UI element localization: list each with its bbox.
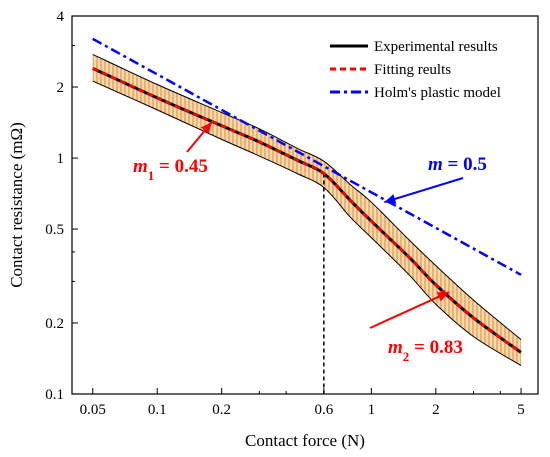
y-axis-label: Contact resistance (mΩ): [7, 122, 26, 288]
annotation-text: m = 0.5: [428, 154, 487, 175]
x-tick-label: 1: [368, 402, 376, 418]
legend-label-fitting: Fitting reults: [374, 62, 451, 78]
y-tick-label: 4: [57, 9, 65, 25]
x-tick-label: 0.1: [148, 402, 167, 418]
x-tick-label: 2: [432, 402, 440, 418]
band-lower-edge: [92, 80, 522, 366]
x-tick-label: 0.6: [314, 402, 333, 418]
annotation-slope-0: m1 = 0.45: [133, 121, 213, 183]
y-tick-label: 0.1: [45, 387, 64, 403]
y-tick-label: 0.5: [45, 222, 64, 238]
annotation-arrow-line: [384, 177, 464, 204]
legend-label-experimental: Experimental results: [374, 39, 498, 55]
annotation-slope-1: m = 0.5: [384, 154, 487, 204]
series-fitting-results: [92, 67, 522, 354]
band-upper-edge: [92, 53, 522, 341]
annotation-arrow-line: [369, 291, 450, 329]
series-holm-plastic-model: [92, 37, 522, 276]
legend: Experimental results Fitting reults Holm…: [330, 39, 501, 101]
confidence-band: [92, 54, 522, 366]
x-tick-label: 5: [517, 402, 525, 418]
annotation-text: m1 = 0.45: [133, 156, 208, 183]
x-axis-label: Contact force (N): [245, 431, 365, 450]
annotation-slope-2: m2 = 0.83: [369, 291, 463, 364]
annotation-arrow-head: [201, 122, 212, 134]
annotation-text: m2 = 0.83: [388, 337, 463, 364]
y-tick-label: 1: [57, 151, 65, 167]
annotation-arrow-head: [436, 292, 449, 302]
plot-frame: [71, 15, 539, 395]
x-tick-label: 0.05: [80, 402, 106, 418]
x-tick-label: 0.2: [212, 402, 231, 418]
y-tick-label: 2: [57, 80, 65, 96]
legend-label-holm: Holm's plastic model: [374, 85, 501, 101]
annotation-arrow-head: [384, 194, 397, 204]
y-tick-label: 0.2: [45, 316, 64, 332]
